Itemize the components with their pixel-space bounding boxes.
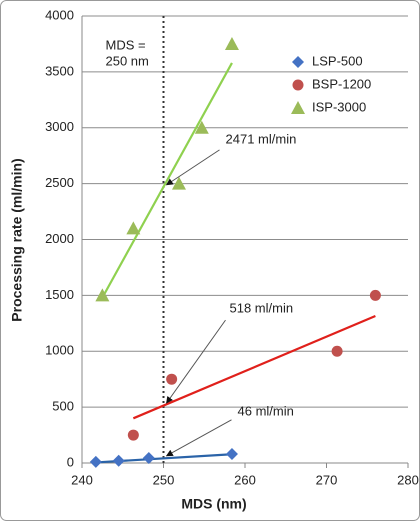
y-tick-label: 0 — [67, 454, 74, 469]
marker — [95, 288, 110, 302]
marker — [171, 176, 186, 190]
y-tick-label: 3500 — [45, 63, 74, 78]
x-tick-label: 240 — [71, 472, 93, 487]
x-tick-label: 260 — [234, 472, 256, 487]
x-axis-title: MDS (nm) — [181, 496, 246, 512]
reference-label: MDS = — [106, 37, 146, 52]
annotation-label: 2471 ml/min — [226, 131, 297, 146]
legend-marker — [292, 56, 304, 68]
y-tick-label: 3000 — [45, 119, 74, 134]
y-tick-label: 1000 — [45, 343, 74, 358]
legend-label: ISP-3000 — [312, 99, 366, 114]
marker — [194, 120, 209, 134]
annotation-label: 46 ml/min — [238, 403, 294, 418]
y-tick-label: 1500 — [45, 287, 74, 302]
marker — [166, 373, 178, 385]
legend-marker — [291, 101, 305, 114]
annotation-arrow — [166, 319, 226, 404]
marker — [369, 289, 381, 301]
x-tick-label: 250 — [153, 472, 175, 487]
reference-label: 250 nm — [106, 53, 149, 68]
annotation-label: 518 ml/min — [230, 301, 294, 316]
y-axis-title: Processing rate (ml/min) — [9, 158, 25, 321]
y-tick-label: 2500 — [45, 175, 74, 190]
marker — [127, 429, 139, 441]
y-tick-label: 4000 — [45, 7, 74, 22]
x-tick-label: 280 — [397, 472, 419, 487]
marker — [224, 36, 239, 50]
marker — [142, 451, 155, 464]
annotation-arrow — [165, 149, 220, 186]
marker — [112, 454, 125, 467]
y-tick-label: 500 — [52, 399, 74, 414]
trendline — [132, 315, 376, 420]
marker — [126, 221, 141, 235]
marker — [331, 345, 343, 357]
x-tick-label: 270 — [316, 472, 338, 487]
annotation-arrow — [165, 419, 232, 457]
y-tick-label: 2000 — [45, 231, 74, 246]
marker — [89, 455, 102, 468]
legend-label: BSP-1200 — [312, 76, 371, 91]
legend-label: LSP-500 — [312, 53, 363, 68]
marker — [225, 448, 238, 461]
legend-marker — [292, 79, 304, 91]
